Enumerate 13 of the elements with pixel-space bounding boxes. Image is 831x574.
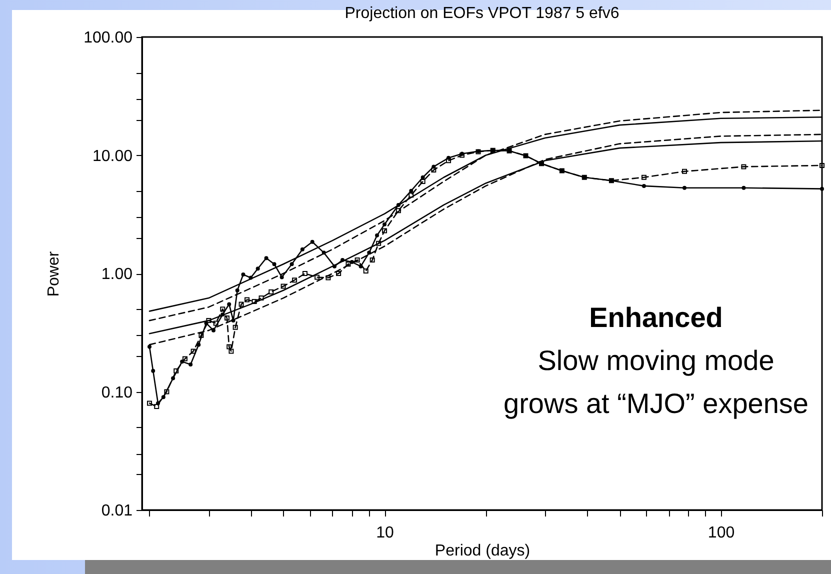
y-tick-label: 0.10 (101, 384, 133, 402)
annotation: grows at “MJO” expense (504, 388, 808, 419)
y-tick-label: 1.00 (101, 266, 133, 283)
y-tick-label: 10.00 (92, 148, 133, 165)
annotation: Slow moving mode (538, 345, 774, 376)
chart-title: Projection on EOFs VPOT 1987 5 efv6 (344, 5, 620, 22)
y-tick-label: 100.00 (84, 30, 133, 46)
annotation: Enhanced (589, 302, 723, 333)
y-tick-label: 0.01 (101, 502, 133, 520)
x-tick-label: 10 (376, 524, 394, 542)
x-tick-label: 100 (708, 524, 735, 542)
y-axis-title: Power (46, 250, 63, 297)
x-axis-title: Period (days) (434, 542, 530, 560)
